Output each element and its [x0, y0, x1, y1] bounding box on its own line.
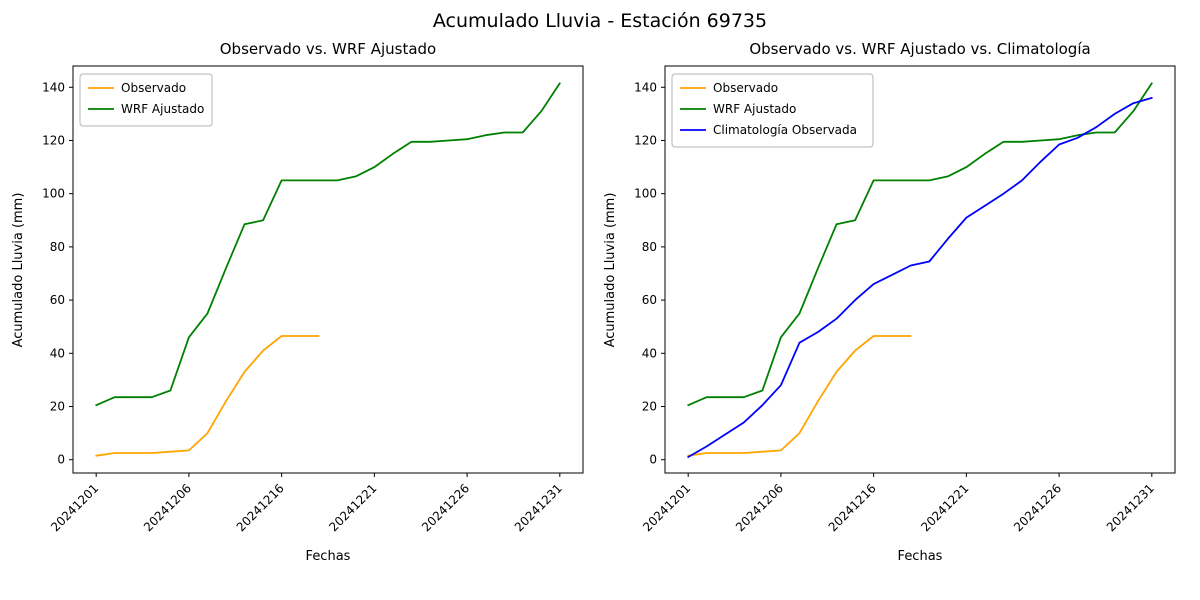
figure-title: Acumulado Lluvia - Estación 69735	[432, 10, 768, 32]
legend-label-climatolog-a-observada: Climatología Observada	[713, 123, 857, 137]
y-axis-label-left: Acumulado Lluvia (mm)	[11, 193, 26, 348]
legend: Observado WRF Ajustado Climatología Observ…	[671, 73, 874, 148]
y-tick-label: 0	[649, 453, 657, 467]
x-tick-label: 20241206	[733, 481, 786, 534]
series-line-wrf-ajustado	[95, 82, 561, 407]
legend: Observado WRF Ajustado	[79, 73, 213, 127]
x-tick-label: 20241226	[1011, 481, 1064, 534]
x-tick-label: 20241231	[1104, 481, 1157, 534]
x-tick-label: 20241216	[826, 481, 879, 534]
x-tick-label: 20241201	[640, 481, 693, 534]
x-tick-label: 20241201	[48, 481, 101, 534]
y-tick-label: 40	[50, 346, 65, 360]
legend-box	[671, 73, 874, 148]
y-tick-label: 140	[634, 80, 657, 94]
legend-label-observado: Observado	[121, 81, 186, 95]
legend-label-observado: Observado	[713, 81, 778, 95]
series-line-climatolog-a-observada	[687, 97, 1153, 458]
x-tick-label: 20241206	[141, 481, 194, 534]
x-tick-label: 20241231	[512, 481, 565, 534]
legend-box	[79, 73, 213, 127]
chart-panel-left: Observado vs. WRF Ajustado Acumulado Llu…	[11, 40, 584, 564]
y-tick-label: 120	[42, 133, 65, 147]
y-tick-label: 40	[642, 346, 657, 360]
plot-area-right: 0 20 40 60 80 100 120 140 20241201 20241206 202412…	[634, 65, 1176, 534]
legend-label-wrf-ajustado: WRF Ajustado	[713, 102, 796, 116]
series-line-wrf-ajustado	[687, 82, 1153, 407]
y-tick-label: 80	[50, 240, 65, 254]
x-tick-label: 20241221	[918, 481, 971, 534]
chart-panel-right: Observado vs. WRF Ajustado vs. Climatolo…	[603, 40, 1176, 564]
y-axis-label-right: Acumulado Lluvia (mm)	[603, 193, 618, 348]
y-tick-label: 20	[642, 399, 657, 413]
axes-frame	[72, 65, 584, 474]
plot-title-left: Observado vs. WRF Ajustado	[220, 40, 436, 58]
y-tick-label: 20	[50, 399, 65, 413]
x-tick-label: 20241226	[419, 481, 472, 534]
axes-frame	[664, 65, 1176, 474]
plot-title-right: Observado vs. WRF Ajustado vs. Climatolo…	[749, 40, 1090, 58]
y-tick-label: 60	[50, 293, 65, 307]
y-tick-label: 140	[42, 80, 65, 94]
series-line-observado	[95, 335, 320, 457]
y-tick-label: 0	[57, 453, 65, 467]
y-tick-label: 120	[634, 133, 657, 147]
y-tick-label: 60	[642, 293, 657, 307]
x-axis-label-right: Fechas	[898, 549, 943, 564]
x-tick-label: 20241216	[234, 481, 287, 534]
plot-area-left: 0 20 40 60 80 100 120 140 20241201 20241206 202412…	[42, 65, 584, 534]
legend-label-wrf-ajustado: WRF Ajustado	[121, 102, 204, 116]
y-tick-label: 100	[634, 187, 657, 201]
y-tick-label: 100	[42, 187, 65, 201]
y-tick-label: 80	[642, 240, 657, 254]
series-line-observado	[687, 335, 912, 457]
x-axis-label-left: Fechas	[306, 549, 351, 564]
x-tick-label: 20241221	[326, 481, 379, 534]
